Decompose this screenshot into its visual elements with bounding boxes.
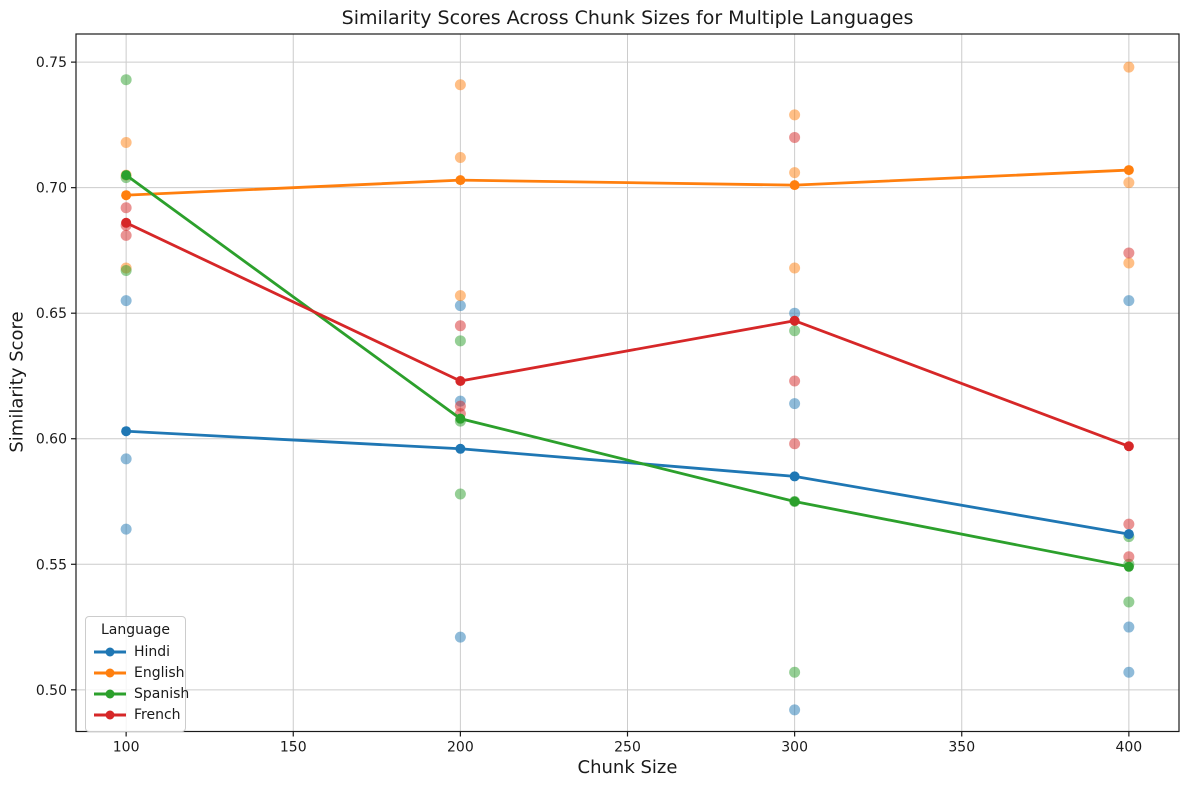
- x-tick-label: 150: [280, 740, 307, 756]
- line-marker-english: [1123, 165, 1134, 176]
- scatter-point-english: [1123, 61, 1135, 73]
- scatter-point-hindi: [1123, 621, 1135, 633]
- line-marker-english: [455, 175, 466, 186]
- scatter-point-hindi: [789, 398, 801, 410]
- y-tick-label: 0.55: [36, 557, 67, 573]
- legend-label: Hindi: [134, 643, 171, 660]
- legend-row-english: English: [86, 662, 185, 683]
- scatter-point-hindi: [789, 704, 801, 716]
- scatter-point-hindi: [454, 631, 466, 643]
- line-marker-french: [455, 375, 466, 386]
- y-tick-label: 0.65: [36, 306, 67, 322]
- scatter-point-english: [1123, 257, 1135, 269]
- scatter-point-spanish: [120, 265, 132, 277]
- legend-marker: [105, 689, 115, 698]
- scatter-point-french: [120, 229, 132, 241]
- line-marker-spanish: [1123, 561, 1134, 572]
- line-marker-hindi: [1123, 529, 1134, 540]
- trend-line-english: [124, 168, 1131, 197]
- x-tick-label: 100: [113, 740, 140, 756]
- scatter-point-spanish: [789, 325, 801, 337]
- x-axis-title: Chunk Size: [577, 757, 678, 778]
- line-marker-spanish: [789, 496, 800, 507]
- scatter-point-english: [789, 262, 801, 274]
- scatter-point-english: [454, 290, 466, 302]
- scatter-point-french: [789, 131, 801, 143]
- legend-rows: Hindi English Spanish French: [86, 641, 189, 725]
- legend-row-spanish: Spanish: [86, 683, 189, 704]
- scatter-point-english: [1123, 177, 1135, 189]
- line-marker-hindi: [455, 443, 466, 454]
- legend-swatch-icon: [94, 689, 126, 698]
- line-marker-spanish: [455, 413, 466, 424]
- legend-label: French: [134, 706, 181, 723]
- line-marker-french: [789, 315, 800, 326]
- line-marker-spanish: [121, 170, 132, 181]
- legend-swatch-icon: [94, 710, 126, 719]
- scatter-point-english: [454, 152, 466, 164]
- chart-title: Similarity Scores Across Chunk Sizes for…: [341, 7, 914, 29]
- legend-marker: [105, 647, 115, 656]
- scatter-point-hindi: [789, 307, 801, 319]
- legend-marker: [105, 710, 115, 719]
- scatter-point-french: [1123, 247, 1135, 259]
- trend-line-french: [124, 221, 1131, 448]
- scatter-point-hindi: [120, 453, 132, 465]
- scatter-point-english: [789, 109, 801, 121]
- y-tick-label: 0.75: [36, 55, 67, 71]
- scatter-point-hindi: [120, 523, 132, 535]
- scatter-point-spanish: [454, 488, 466, 500]
- trend-line-hindi: [124, 429, 1131, 536]
- y-tick-label: 0.70: [36, 181, 67, 197]
- line-marker-hindi: [789, 471, 800, 482]
- legend: Language Hindi English Spanish French: [85, 616, 189, 732]
- x-tick-label: 200: [447, 740, 474, 756]
- line-marker-french: [1123, 441, 1134, 452]
- x-tick-label: 400: [1115, 740, 1142, 756]
- x-tick-label: 300: [781, 740, 808, 756]
- y-tick-label: 0.50: [36, 683, 67, 699]
- x-tick-label: 350: [948, 740, 975, 756]
- line-marker-hindi: [121, 426, 132, 437]
- line-marker-english: [789, 180, 800, 191]
- scatter-point-french: [789, 375, 801, 387]
- line-marker-french: [121, 217, 132, 228]
- legend-swatch-icon: [94, 647, 126, 656]
- scatter-point-french: [454, 400, 466, 412]
- scatter-point-french: [1123, 551, 1135, 563]
- scatter-point-english: [454, 79, 466, 91]
- scatter-point-english: [789, 167, 801, 179]
- scatter-point-hindi: [120, 295, 132, 307]
- legend-row-hindi: Hindi: [86, 641, 185, 662]
- scatter-point-french: [789, 438, 801, 450]
- y-tick-label: 0.60: [36, 432, 67, 448]
- scatter-point-spanish: [454, 335, 466, 347]
- scatter-point-spanish: [120, 74, 132, 86]
- scatter-point-hindi: [454, 300, 466, 312]
- trend-line-spanish: [124, 173, 1131, 569]
- scatter-point-french: [454, 320, 466, 332]
- scatter-point-french: [120, 202, 132, 214]
- legend-marker: [105, 668, 115, 677]
- legend-label: English: [134, 664, 185, 681]
- legend-row-french: French: [86, 704, 185, 725]
- scatter-point-spanish: [1123, 596, 1135, 608]
- scatter-point-english: [120, 136, 132, 148]
- line-marker-english: [121, 190, 132, 201]
- scatter-point-spanish: [789, 666, 801, 678]
- x-tick-label: 250: [614, 740, 641, 756]
- scatter-point-hindi: [1123, 666, 1135, 678]
- legend-label: Spanish: [134, 685, 190, 702]
- legend-swatch-icon: [94, 668, 126, 677]
- scatter-point-french: [1123, 518, 1135, 530]
- legend-title: Language: [100, 622, 171, 638]
- scatter-point-hindi: [1123, 295, 1135, 307]
